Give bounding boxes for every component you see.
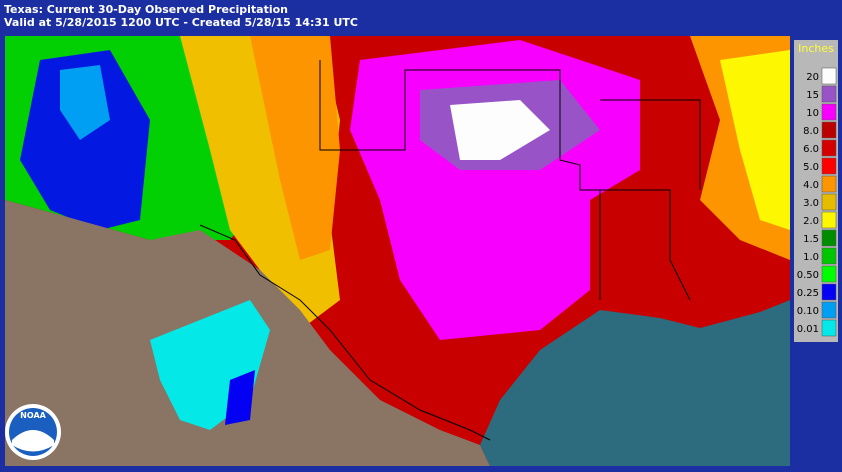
precip-blue xyxy=(20,50,150,230)
legend: Inches 20 15 10 8.0 6.0 5.0 4.0 3.0 2.0 1.5 1.0 0.5… xyxy=(794,40,838,342)
legend-label: 0.50 xyxy=(797,270,819,281)
legend-swatch xyxy=(821,265,837,283)
noaa-logo: NOAA xyxy=(5,404,61,460)
logo-bird xyxy=(12,430,54,452)
precip-yellow-east xyxy=(720,50,790,230)
state-borders xyxy=(199,60,701,441)
legend-label: 6.0 xyxy=(803,144,819,155)
legend-swatch xyxy=(821,157,837,175)
legend-swatch xyxy=(821,211,837,229)
legend-label: 0.01 xyxy=(797,324,819,335)
title: Texas: Current 30-Day Observed Precipita… xyxy=(4,3,288,16)
legend-label: 20 xyxy=(806,72,819,83)
legend-swatch xyxy=(821,103,837,121)
subtitle: Valid at 5/28/2015 1200 UTC - Created 5/… xyxy=(4,16,358,29)
precip-blue-mx xyxy=(225,370,255,425)
legend-swatch xyxy=(821,67,837,85)
legend-swatch xyxy=(821,175,837,193)
legend-label: 0.10 xyxy=(797,306,819,317)
legend-label: 3.0 xyxy=(803,198,819,209)
map xyxy=(5,36,790,466)
precip-lightblue xyxy=(60,65,110,140)
legend-label: 15 xyxy=(806,90,819,101)
legend-swatch xyxy=(821,319,837,337)
legend-swatch xyxy=(821,247,837,265)
legend-label: 8.0 xyxy=(803,126,819,137)
legend-swatch xyxy=(821,301,837,319)
legend-swatch xyxy=(821,283,837,301)
precip-orange xyxy=(250,36,340,260)
legend-swatch xyxy=(821,193,837,211)
precip-white xyxy=(450,100,550,160)
legend-title: Inches xyxy=(798,42,834,55)
legend-label: 2.0 xyxy=(803,216,819,227)
legend-label: 4.0 xyxy=(803,180,819,191)
legend-label: 5.0 xyxy=(803,162,819,173)
legend-label: 1.5 xyxy=(803,234,819,245)
legend-label: 0.25 xyxy=(797,288,819,299)
legend-label: 1.0 xyxy=(803,252,819,263)
gulf xyxy=(480,300,790,466)
legend-label: 10 xyxy=(806,108,819,119)
logo-text: NOAA xyxy=(20,411,46,420)
legend-swatch xyxy=(821,139,837,157)
legend-swatch xyxy=(821,229,837,247)
legend-swatch xyxy=(821,121,837,139)
legend-swatch xyxy=(821,85,837,103)
